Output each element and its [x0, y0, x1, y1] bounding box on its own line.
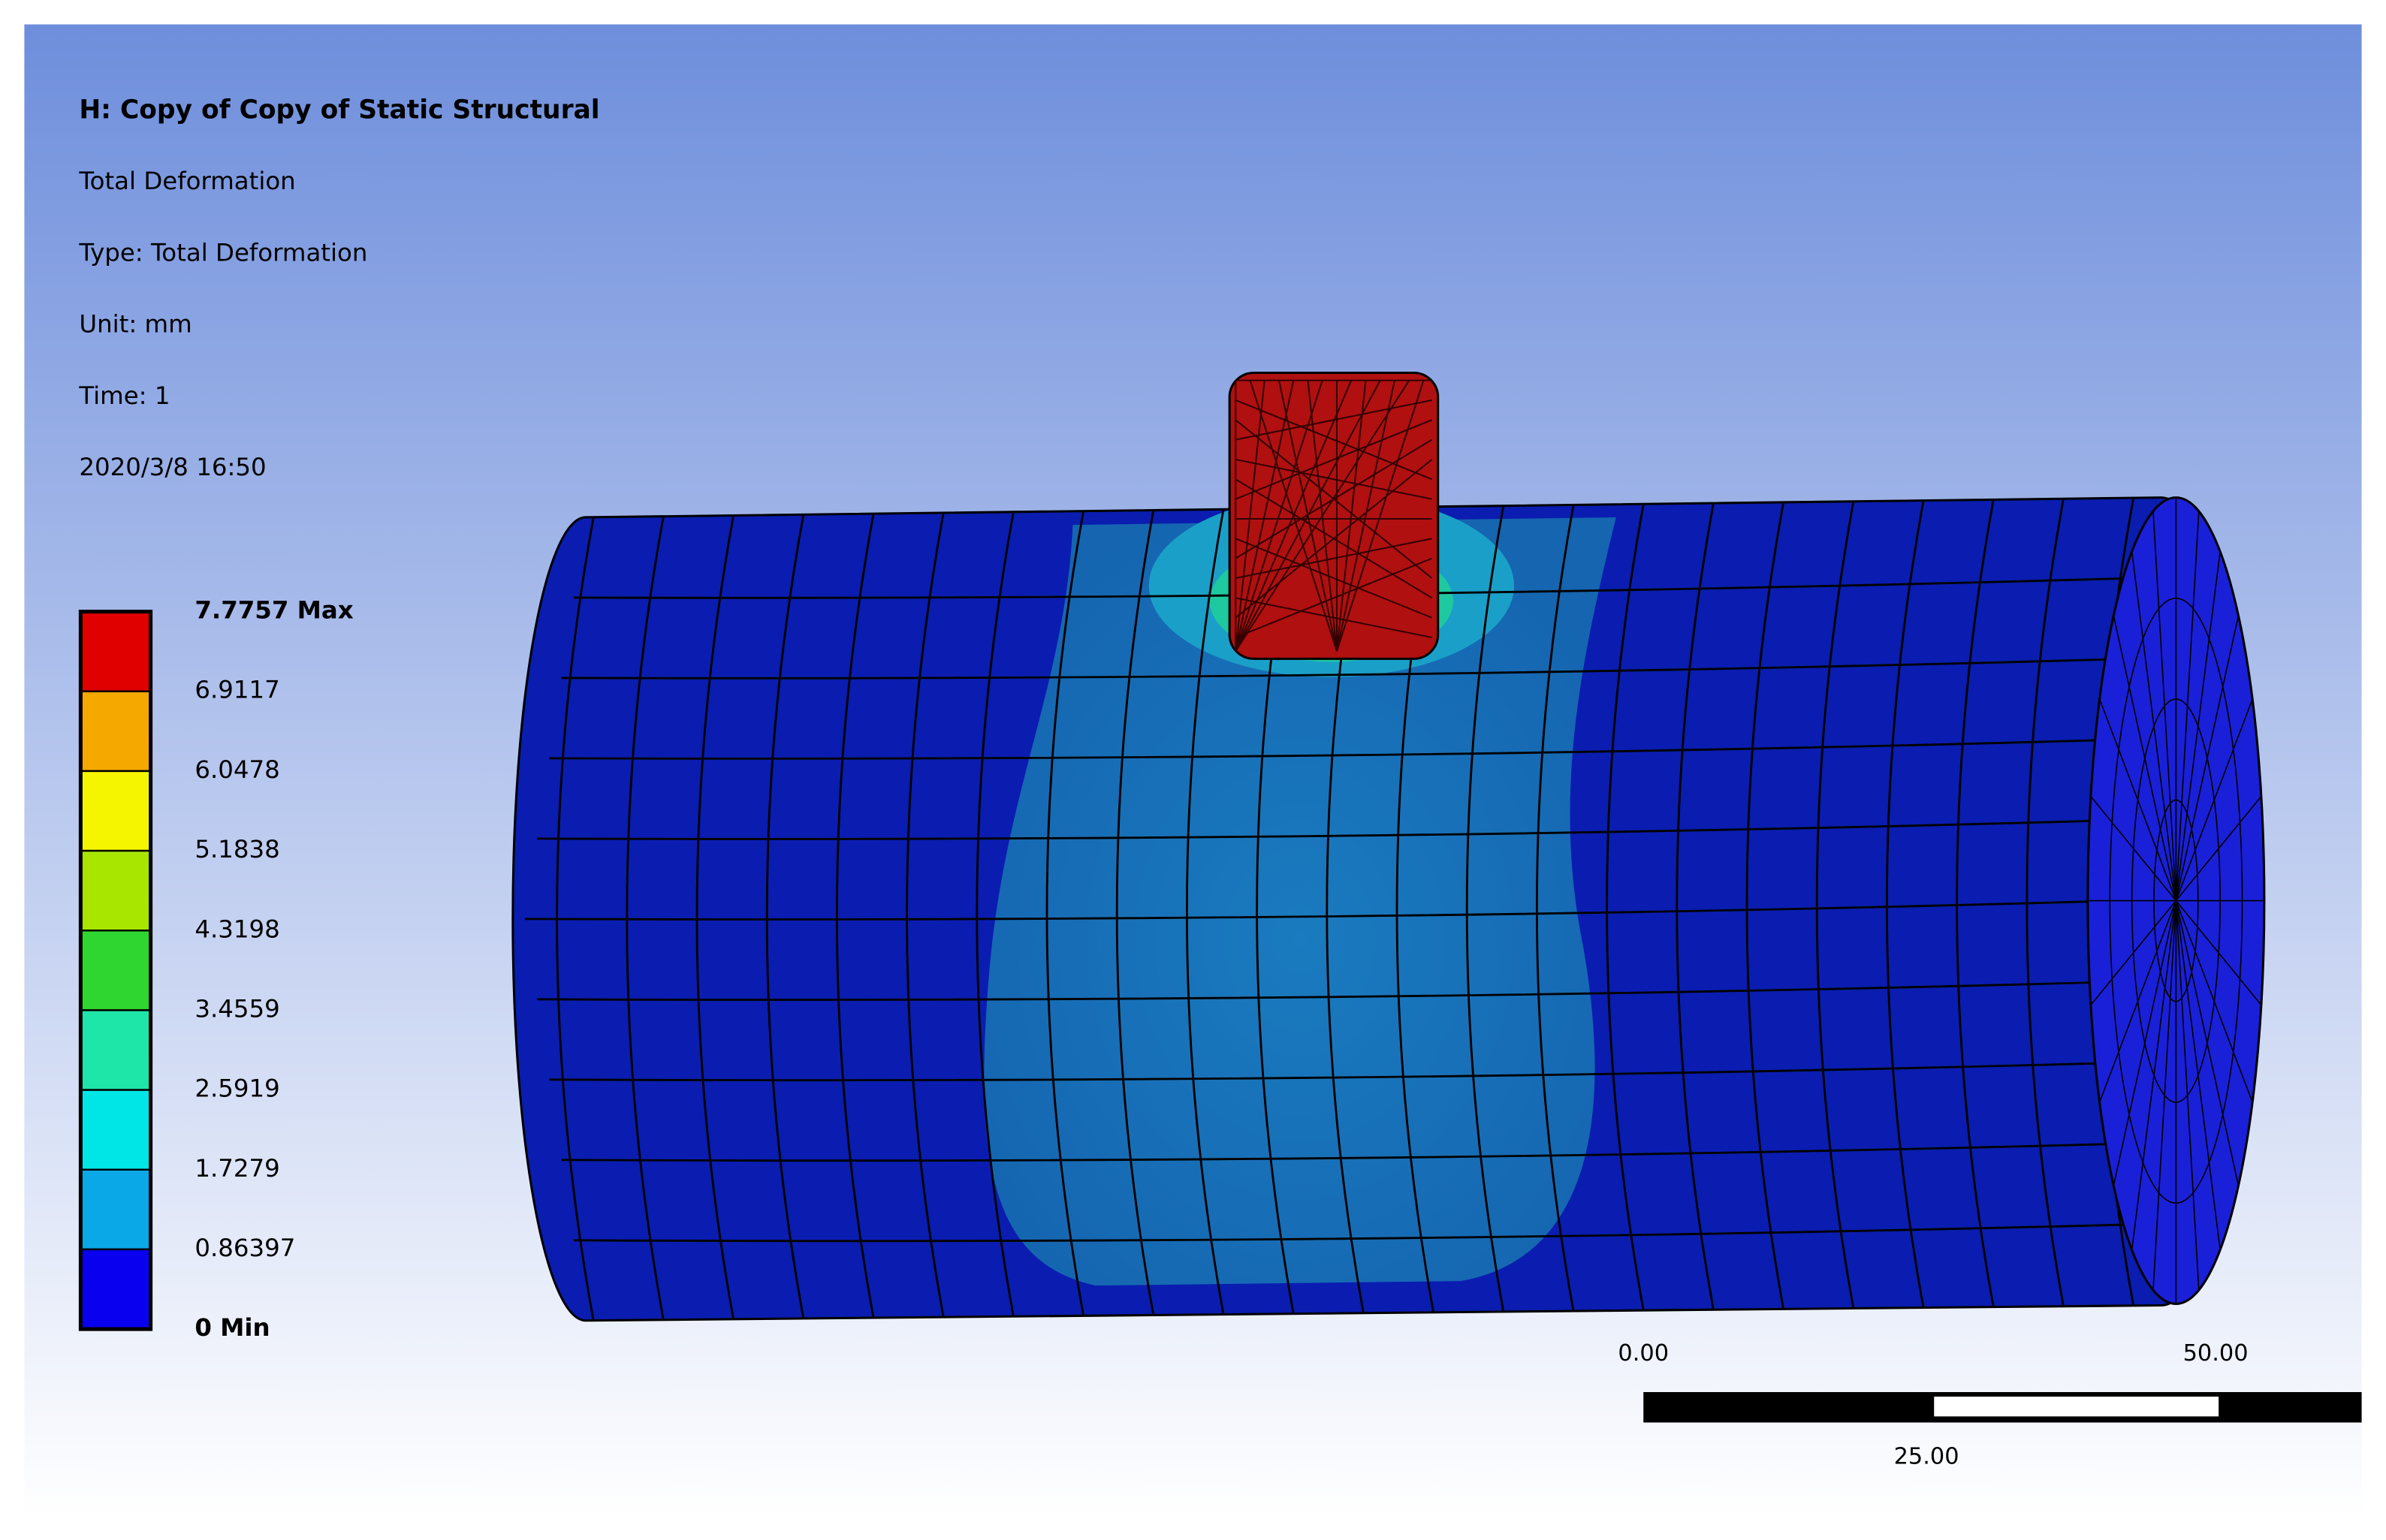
deformation-region — [984, 517, 1616, 1286]
legend-swatch — [80, 1089, 152, 1171]
mesh-line — [1745, 502, 1785, 1309]
legend-label: 6.0478 — [195, 755, 279, 784]
mesh-line — [537, 981, 2102, 1001]
result-info: Total Deformation Type: Total Deformation… — [78, 167, 367, 481]
legend-label: 6.9117 — [195, 676, 279, 704]
legend-label: 7.7757 Max — [195, 596, 353, 625]
end-mesh — [2087, 497, 2264, 1304]
mesh-line — [1186, 509, 1225, 1315]
block-mesh — [1235, 379, 1433, 652]
mesh-line — [549, 738, 2111, 760]
legend-swatch — [80, 849, 152, 932]
mesh-line — [1606, 504, 1645, 1311]
mesh-line — [561, 1142, 2120, 1162]
info-line: Total Deformation — [78, 167, 295, 195]
mesh-line — [561, 658, 2120, 680]
block-mesh-line — [1235, 380, 1353, 652]
model-view — [511, 371, 2266, 1322]
legend-label: 4.3198 — [195, 915, 279, 943]
mesh-line — [573, 1223, 2129, 1243]
legend-swatch — [80, 930, 152, 1011]
legend-label: 2.5919 — [195, 1074, 279, 1103]
mesh-line — [626, 516, 665, 1321]
legend-frame — [78, 610, 153, 1331]
block-mesh-line — [1335, 380, 1367, 652]
block-mesh-line — [1235, 538, 1432, 619]
legend-swatch — [80, 1168, 152, 1251]
block-mesh-line — [1336, 380, 1425, 652]
legend-label: 1.7279 — [195, 1154, 279, 1183]
load-block — [1228, 371, 1440, 660]
legend-label: 3.4559 — [195, 994, 279, 1023]
mesh-line — [1465, 505, 1505, 1312]
block-mesh-line — [1235, 380, 1410, 652]
block-mesh-line — [1235, 597, 1432, 639]
scale-bar: 0.00 50.00 25.00 — [1618, 1340, 2362, 1470]
result-title: H: Copy of Copy of Static Structural — [79, 95, 599, 125]
mesh-line — [836, 513, 875, 1318]
block-mesh-line — [1235, 538, 1432, 579]
block-mesh-line — [1235, 380, 1265, 652]
legend: 7.7757 Max 6.9117 6.0478 5.1838 4.3198 3.4559… — [78, 596, 354, 1342]
block-mesh-line — [1235, 399, 1432, 481]
scale-label: 25.00 — [1894, 1444, 1959, 1470]
mesh-line — [1115, 510, 1155, 1315]
block-mesh-line — [1235, 557, 1432, 638]
block-mesh-line — [1335, 380, 1395, 652]
info-line: 2020/3/8 16:50 — [79, 453, 266, 481]
legend-swatch — [80, 770, 152, 852]
info-line: Type: Total Deformation — [78, 238, 367, 267]
mesh-line — [1815, 501, 1855, 1309]
end-mesh-ring — [2131, 698, 2221, 1103]
block-mesh-line — [1235, 458, 1432, 500]
mesh-line — [549, 1062, 2111, 1082]
mesh-line — [525, 900, 2092, 921]
block-mesh-line — [1235, 419, 1432, 500]
legend-label: 0.86397 — [195, 1234, 295, 1262]
legend-swatch — [80, 610, 152, 692]
legend-label: 0 Min — [195, 1313, 270, 1342]
scale-bar-white — [1934, 1397, 2219, 1417]
scale-label: 50.00 — [2183, 1340, 2249, 1367]
mesh-line — [1886, 500, 1925, 1308]
end-mesh-ring — [2109, 598, 2243, 1204]
mesh-line — [906, 512, 945, 1318]
scale-label: 0.00 — [1618, 1340, 1669, 1367]
mesh-line — [1045, 511, 1085, 1316]
mesh-line — [695, 515, 735, 1320]
info-line: Unit: mm — [79, 310, 192, 339]
mesh-line — [1536, 505, 1575, 1312]
legend-swatch — [80, 1009, 152, 1091]
block-mesh-line — [1235, 459, 1433, 619]
block-mesh-line — [1235, 380, 1381, 652]
legend-label: 5.1838 — [195, 835, 279, 863]
block-mesh-line — [1235, 380, 1295, 652]
legend-swatch — [80, 1248, 152, 1331]
mesh-line — [1956, 499, 1995, 1307]
info-line: Time: 1 — [78, 381, 170, 410]
legend-swatch — [80, 690, 152, 773]
mesh-line — [537, 819, 2102, 840]
mesh-line — [976, 511, 1015, 1317]
mesh-line — [765, 514, 805, 1319]
mesh-line — [1676, 502, 1715, 1310]
end-mesh-ring — [2153, 799, 2199, 1002]
